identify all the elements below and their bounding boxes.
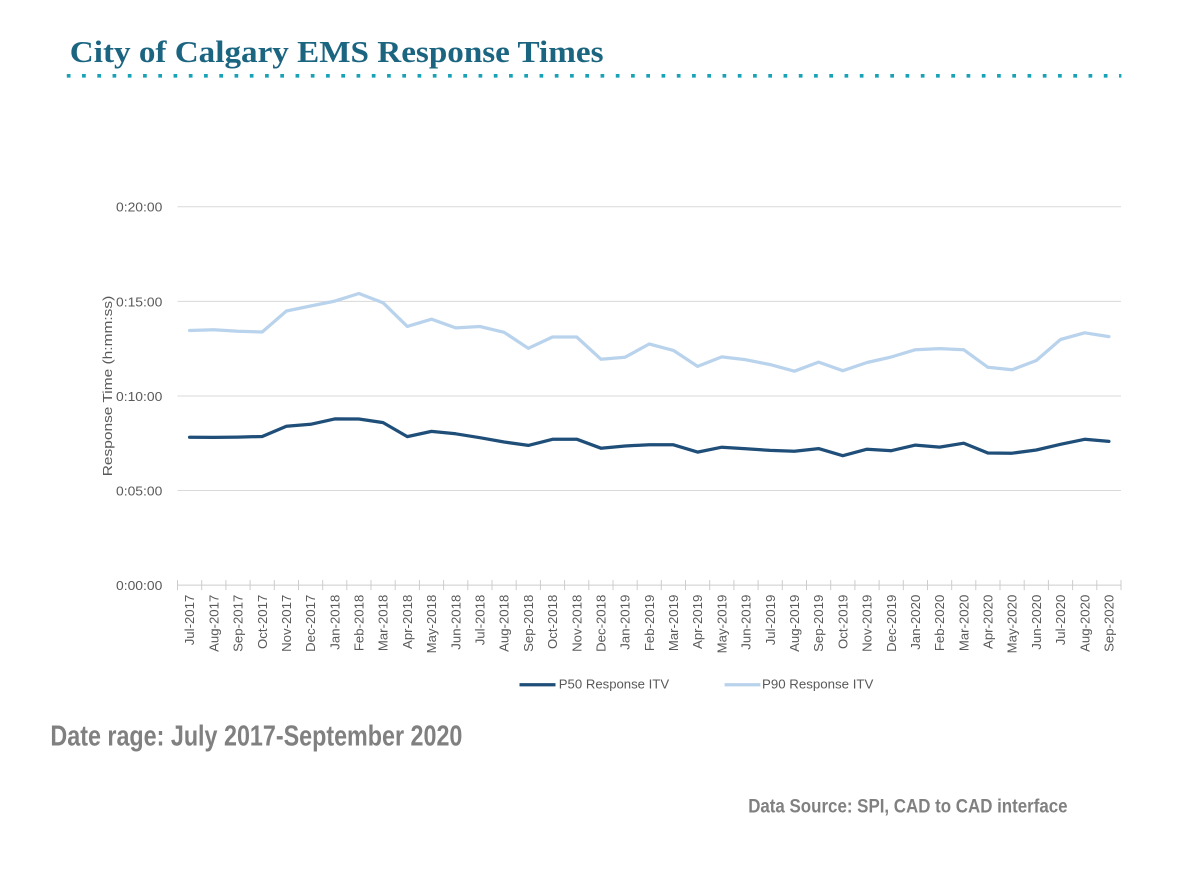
svg-text:Dec-2019: Dec-2019 <box>884 595 899 652</box>
svg-text:Apr-2019: Apr-2019 <box>690 595 705 649</box>
svg-text:Jan-2019: Jan-2019 <box>618 595 633 650</box>
svg-text:Oct-2019: Oct-2019 <box>835 595 850 649</box>
svg-text:Apr-2018: Apr-2018 <box>400 595 415 649</box>
svg-text:Jan-2020: Jan-2020 <box>908 595 923 650</box>
svg-text:City of Calgary EMS Response T: City of Calgary EMS Response Times <box>70 34 604 69</box>
svg-text:Sep-2018: Sep-2018 <box>521 595 536 652</box>
svg-text:Aug-2018: Aug-2018 <box>497 595 512 652</box>
svg-text:Jun-2018: Jun-2018 <box>448 595 463 650</box>
svg-text:Aug-2019: Aug-2019 <box>787 595 802 652</box>
svg-text:May-2020: May-2020 <box>1005 595 1020 654</box>
svg-text:Data Source: SPI, CAD to CAD i: Data Source: SPI, CAD to CAD interface <box>748 796 1067 817</box>
svg-text:Sep-2019: Sep-2019 <box>811 595 826 652</box>
svg-text:Oct-2017: Oct-2017 <box>255 595 270 649</box>
svg-text:Apr-2020: Apr-2020 <box>981 595 996 649</box>
svg-text:Oct-2018: Oct-2018 <box>545 595 560 649</box>
svg-text:Dec-2017: Dec-2017 <box>303 595 318 652</box>
svg-text:May-2019: May-2019 <box>714 595 729 654</box>
svg-text:Date rage: July 2017-September: Date rage: July 2017-September 2020 <box>50 720 462 752</box>
svg-text:Mar-2019: Mar-2019 <box>666 595 681 651</box>
svg-text:Jun-2019: Jun-2019 <box>739 595 754 650</box>
svg-text:Jun-2020: Jun-2020 <box>1029 595 1044 650</box>
svg-text:P50 Response ITV: P50 Response ITV <box>559 676 669 691</box>
svg-text:Jan-2018: Jan-2018 <box>327 595 342 650</box>
svg-text:Feb-2018: Feb-2018 <box>352 595 367 651</box>
svg-text:Jul-2020: Jul-2020 <box>1053 595 1068 646</box>
svg-text:May-2018: May-2018 <box>424 595 439 654</box>
svg-text:Aug-2017: Aug-2017 <box>206 595 221 652</box>
svg-text:Sep-2020: Sep-2020 <box>1102 595 1117 652</box>
svg-text:Mar-2020: Mar-2020 <box>956 595 971 651</box>
svg-text:Jul-2018: Jul-2018 <box>473 595 488 646</box>
svg-text:Nov-2018: Nov-2018 <box>569 595 584 652</box>
svg-text:0:20:00: 0:20:00 <box>116 200 162 215</box>
svg-text:Feb-2019: Feb-2019 <box>642 595 657 651</box>
svg-text:Response Time (h:mm:ss): Response Time (h:mm:ss) <box>100 296 115 477</box>
svg-text:P90 Response ITV: P90 Response ITV <box>762 676 874 691</box>
svg-text:Jul-2019: Jul-2019 <box>763 595 778 646</box>
svg-text:Feb-2020: Feb-2020 <box>932 595 947 651</box>
svg-text:Sep-2017: Sep-2017 <box>231 595 246 652</box>
svg-text:Nov-2017: Nov-2017 <box>279 595 294 652</box>
svg-text:Aug-2020: Aug-2020 <box>1077 595 1092 652</box>
svg-text:0:05:00: 0:05:00 <box>116 483 162 498</box>
svg-text:Mar-2018: Mar-2018 <box>376 595 391 651</box>
svg-text:Jul-2017: Jul-2017 <box>182 595 197 646</box>
svg-text:Dec-2018: Dec-2018 <box>594 595 609 652</box>
svg-text:0:10:00: 0:10:00 <box>116 389 162 404</box>
svg-text:0:00:00: 0:00:00 <box>116 578 162 593</box>
svg-text:0:15:00: 0:15:00 <box>116 294 162 309</box>
svg-text:Nov-2019: Nov-2019 <box>860 595 875 652</box>
